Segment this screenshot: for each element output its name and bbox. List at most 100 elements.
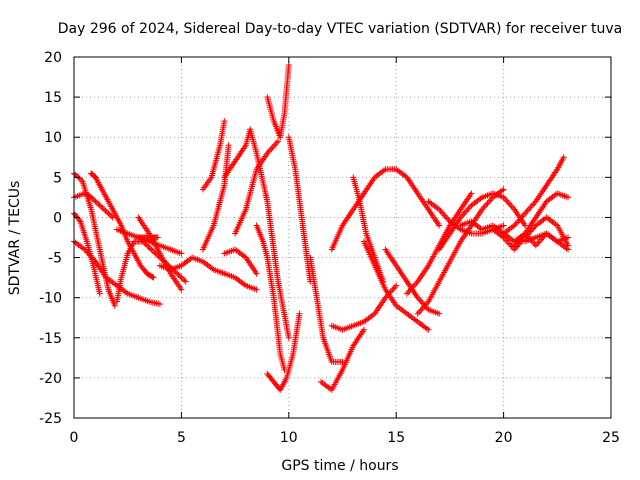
x-tick-label: 10 (280, 430, 298, 446)
data-point (465, 205, 472, 212)
data-point (414, 310, 421, 317)
data-point (78, 177, 85, 184)
series-arc-25 (360, 238, 432, 333)
series-arc-12 (199, 118, 228, 193)
data-point (253, 286, 260, 293)
x-tick-label: 15 (387, 430, 405, 446)
y-tick-label: 20 (44, 50, 62, 66)
data-point (393, 282, 400, 289)
data-point (500, 186, 507, 193)
data-point (504, 198, 511, 205)
data-point (178, 286, 185, 293)
data-point (285, 334, 292, 341)
data-point (76, 175, 83, 182)
data-point (179, 275, 186, 282)
data-point (149, 247, 156, 254)
series-arc-14 (221, 126, 292, 341)
data-point (267, 147, 274, 154)
data-point (436, 310, 443, 317)
y-tick-label: -5 (48, 251, 62, 267)
data-point (535, 239, 542, 246)
series-arc-18 (264, 62, 292, 141)
data-point (389, 287, 396, 294)
series-arc-23 (328, 166, 443, 253)
series-arc-16 (253, 222, 288, 373)
data-point (467, 203, 474, 210)
y-tick-label: 10 (44, 130, 62, 146)
data-point (72, 171, 79, 178)
data-point (481, 203, 488, 210)
plot-frame (73, 56, 612, 419)
data-point (528, 202, 535, 209)
series-arc-15 (232, 138, 282, 237)
data-point (508, 203, 515, 210)
data-point (527, 204, 534, 211)
series-arc-19 (285, 134, 314, 285)
data-point (145, 243, 152, 250)
data-point (272, 141, 279, 148)
data-point (102, 207, 109, 214)
chart-title: Day 296 of 2024, Sidereal Day-to-day VTE… (58, 21, 622, 37)
data-point (105, 210, 112, 217)
data-point (526, 205, 533, 212)
data-point (174, 270, 181, 277)
data-point (106, 211, 113, 218)
data-point (269, 144, 276, 151)
data-point (178, 274, 185, 281)
axis-ticks: 0 5 10 15 20 25 -25 -20 -15 -10 -5 0 5 10 15 20 (39, 50, 620, 446)
data-point (483, 201, 490, 208)
data-point (512, 220, 519, 227)
y-tick-label: 0 (53, 210, 62, 226)
series-arc-10 (156, 254, 260, 293)
x-tick-label: 0 (70, 430, 79, 446)
series-arc-20 (307, 254, 346, 365)
data-point (253, 270, 260, 277)
data-point (461, 209, 468, 216)
data-point (442, 213, 449, 220)
data-point (148, 246, 155, 253)
data-point (93, 199, 100, 206)
data-point (109, 214, 116, 221)
y-tick-label: 5 (53, 170, 62, 186)
data-point (149, 273, 156, 280)
data-point (275, 138, 282, 145)
data-point (463, 208, 470, 215)
data-point (150, 274, 157, 281)
data-point (73, 172, 80, 179)
series-arc-08 (135, 214, 185, 293)
data-point (403, 290, 410, 297)
data-point (440, 210, 447, 217)
series-arc-28 (414, 186, 507, 317)
data-point (96, 290, 103, 297)
data-point (273, 139, 280, 146)
series-arc-33 (500, 154, 567, 237)
data-point (101, 206, 108, 213)
data-point (503, 197, 510, 204)
data-point (88, 194, 95, 201)
series-arc-06 (113, 238, 189, 305)
series-arc-13 (221, 246, 260, 277)
data-point (565, 194, 572, 201)
data-point (92, 198, 99, 205)
data-point (500, 222, 507, 229)
series-arc-35 (522, 230, 572, 253)
data-point (154, 234, 161, 241)
y-tick-label: -15 (39, 331, 62, 347)
x-tick-label: 5 (177, 430, 186, 446)
data-point (390, 285, 397, 292)
data-point (523, 208, 530, 215)
series-arc-21 (318, 326, 367, 393)
data-point (111, 302, 118, 309)
data-point (360, 326, 367, 333)
data-point (99, 205, 106, 212)
data-point (425, 326, 432, 333)
data-point (436, 222, 443, 229)
series-arc-03 (71, 210, 103, 297)
data-point (417, 297, 424, 304)
series-arc-17 (264, 310, 303, 393)
series-arc-24 (350, 174, 387, 285)
y-axis-label: SDTVAR / TECUs (7, 181, 23, 296)
data-point (98, 203, 105, 210)
data-point (468, 190, 475, 197)
